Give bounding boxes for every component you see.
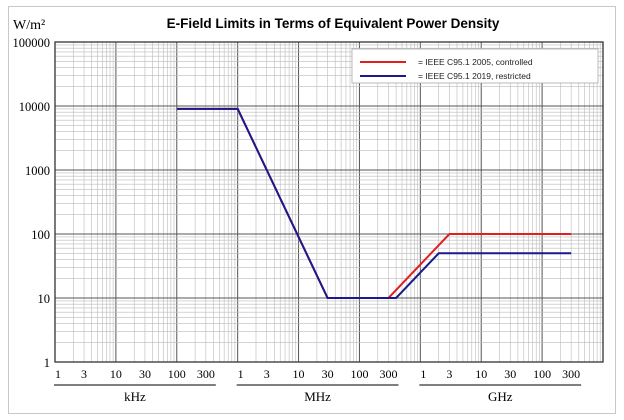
x-tick-label: 10 [293,367,305,381]
x-tick-label: 1 [420,367,426,381]
x-tick-label: 3 [81,367,87,381]
x-tick-label: 1 [55,367,61,381]
x-tick-label: 100 [350,367,368,381]
x-tick-label: 300 [562,367,580,381]
x-tick-label: 100 [168,367,186,381]
chart-title: E-Field Limits in Terms of Equivalent Po… [167,16,500,31]
x-unit-label: kHz [124,389,146,404]
legend-box [351,48,599,84]
y-axis-label: W/m² [13,18,45,33]
y-tick-label: 1 [44,356,50,370]
x-tick-label: 3 [446,367,452,381]
series-line-2 [176,107,572,299]
x-tick-label: 30 [139,367,151,381]
x-tick-label: 30 [504,367,516,381]
x-tick-label: 10 [110,367,122,381]
x-tick-label: 100 [533,367,551,381]
y-tick-label: 10 [38,292,51,306]
plot-area [55,42,603,362]
x-unit-label: GHz [488,389,513,404]
y-tick-label: 1000 [25,164,50,178]
x-tick-label: 1 [238,367,244,381]
x-tick-label: 300 [379,367,397,381]
legend-label-1: = IEEE C95.1 2005, controlled [418,57,533,67]
x-unit-label: MHz [304,389,331,404]
x-tick-label: 10 [475,367,487,381]
x-tick-label: 3 [264,367,270,381]
x-tick-label: 300 [197,367,215,381]
y-tick-label: 100 [31,228,50,242]
x-tick-label: 30 [322,367,334,381]
y-tick-label: 10000 [19,100,50,114]
y-tick-label: 100000 [13,36,51,50]
legend-label-2: = IEEE C95.1 2019, restricted [418,71,531,81]
plot-border [54,41,604,363]
